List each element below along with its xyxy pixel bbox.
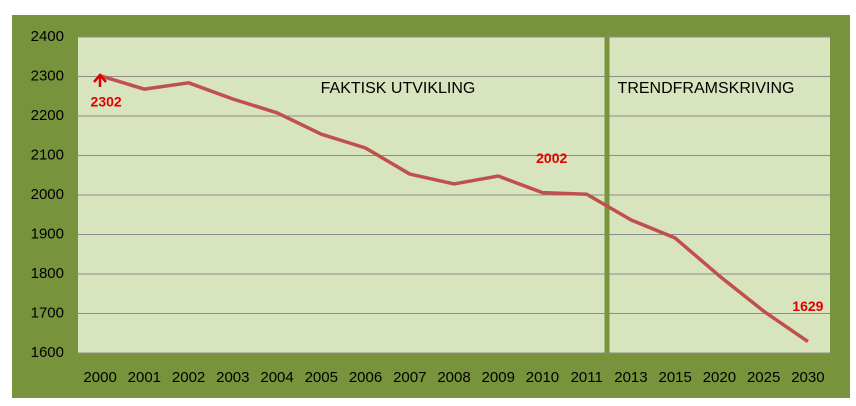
arrow	[93, 73, 107, 87]
x-tick-label: 2013	[614, 369, 647, 386]
y-tick-label: 1600	[31, 344, 64, 361]
y-tick-label: 2300	[31, 67, 64, 84]
x-tick-label: 2008	[437, 369, 470, 386]
x-tick-label: 2004	[260, 369, 293, 386]
x-tick-label: 2010	[526, 369, 559, 386]
annotation: FAKTISK UTVIKLING	[321, 80, 476, 97]
data-label: 2302	[91, 93, 122, 109]
x-tick-label: 2007	[393, 369, 426, 386]
line	[99, 74, 809, 343]
x-tick-label: 2020	[703, 369, 736, 386]
x-tick-label: 2001	[128, 369, 161, 386]
y-tick-label: 1700	[31, 304, 64, 321]
x-tick-label: 2030	[791, 369, 824, 386]
y-tick-label: 2000	[31, 186, 64, 203]
y-tick-label: 2100	[31, 146, 64, 163]
x-tick-label: 2005	[305, 369, 338, 386]
x-tick-label: 2003	[216, 369, 249, 386]
y-tick-label: 1900	[31, 225, 64, 242]
x-tick-label: 2009	[482, 369, 515, 386]
x-tick-label: 2011	[571, 369, 603, 386]
x-tick-label: 2025	[747, 369, 780, 386]
x-tick-label: 2006	[349, 369, 382, 386]
y-tick-label: 2400	[31, 28, 64, 45]
data-label: 2002	[536, 150, 567, 166]
x-tick-label: 2000	[83, 369, 116, 386]
x-tick-label: 2002	[172, 369, 205, 386]
y-tick-label: 1800	[31, 265, 64, 282]
annotation: TRENDFRAMSKRIVING	[618, 80, 795, 97]
y-tick-label: 2200	[31, 107, 64, 124]
x-tick-label: 2015	[658, 369, 691, 386]
data-label: 1629	[792, 298, 823, 314]
